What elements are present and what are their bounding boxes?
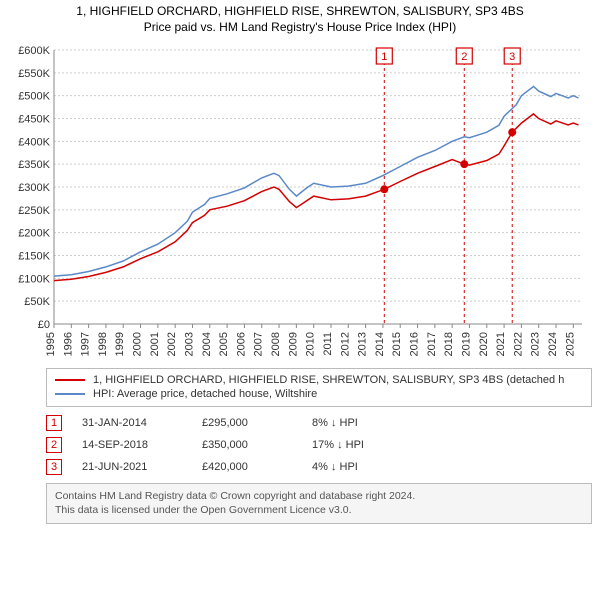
sale-row-number: 1	[46, 415, 62, 431]
x-axis-label: 1995	[45, 332, 57, 356]
sale-row-number: 3	[46, 459, 62, 475]
sale-diff: 4% ↓ HPI	[312, 461, 432, 473]
x-axis-label: 2008	[270, 332, 282, 356]
legend-swatch	[55, 379, 85, 381]
x-axis-label: 2006	[235, 332, 247, 356]
x-axis-label: 2003	[183, 332, 195, 356]
y-axis-label: £50K	[24, 296, 50, 308]
sale-date: 31-JAN-2014	[82, 417, 202, 429]
x-axis-label: 2021	[495, 332, 507, 356]
chart-area: £0 £50K £100K £150K £200K £250K £300K £350K £400…	[8, 42, 592, 362]
x-axis-label: 1997	[80, 332, 92, 356]
sales-table: 1 31-JAN-2014£295,0008% ↓ HPI 2 14-SEP-2018…	[46, 415, 592, 475]
sale-marker-number: 2	[461, 51, 467, 63]
x-axis-label: 2000	[132, 332, 144, 356]
y-axis-label: £450K	[18, 114, 50, 126]
legend: 1, HIGHFIELD ORCHARD, HIGHFIELD RISE, SH…	[46, 368, 592, 407]
sale-date: 14-SEP-2018	[82, 439, 202, 451]
x-axis-label: 2022	[512, 332, 524, 356]
y-axis-label: £200K	[18, 228, 50, 240]
y-axis-label: £500K	[18, 91, 50, 103]
price-chart: £0 £50K £100K £150K £200K £250K £300K £350K £400…	[8, 42, 592, 362]
y-axis-label: £150K	[18, 251, 50, 263]
x-axis-label: 2009	[287, 332, 299, 356]
footer-line2: This data is licensed under the Open Gov…	[55, 504, 583, 518]
sale-marker-number: 3	[509, 51, 515, 63]
sale-dot	[460, 160, 468, 168]
sale-price: £420,000	[202, 461, 312, 473]
x-axis-label: 2005	[218, 332, 230, 356]
y-axis-label: £600K	[18, 45, 50, 57]
sale-price: £295,000	[202, 417, 312, 429]
legend-item: HPI: Average price, detached house, Wilt…	[55, 388, 583, 400]
sale-row-number: 2	[46, 437, 62, 453]
x-axis-label: 2004	[201, 332, 213, 356]
y-axis-label: £550K	[18, 68, 50, 80]
legend-item: 1, HIGHFIELD ORCHARD, HIGHFIELD RISE, SH…	[55, 374, 583, 386]
sale-date: 21-JUN-2021	[82, 461, 202, 473]
sale-dot	[380, 185, 388, 193]
y-axis-label: £100K	[18, 273, 50, 285]
sale-diff: 17% ↓ HPI	[312, 439, 432, 451]
legend-swatch	[55, 393, 85, 395]
sale-row: 3 21-JUN-2021£420,0004% ↓ HPI	[46, 459, 592, 475]
legend-label: HPI: Average price, detached house, Wilt…	[93, 388, 317, 400]
x-axis-label: 2023	[530, 332, 542, 356]
x-axis-label: 2011	[322, 332, 334, 356]
sale-price: £350,000	[202, 439, 312, 451]
y-axis-label: £350K	[18, 159, 50, 171]
sale-marker-number: 1	[381, 51, 387, 63]
x-axis-label: 2007	[253, 332, 265, 356]
legend-label: 1, HIGHFIELD ORCHARD, HIGHFIELD RISE, SH…	[93, 374, 564, 386]
sale-row: 2 14-SEP-2018£350,00017% ↓ HPI	[46, 437, 592, 453]
x-axis-label: 2002	[166, 332, 178, 356]
x-axis-label: 2016	[409, 332, 421, 356]
x-axis-label: 2019	[460, 332, 472, 356]
x-axis-label: 2018	[443, 332, 455, 356]
x-axis-label: 2024	[547, 332, 559, 356]
sale-diff: 8% ↓ HPI	[312, 417, 432, 429]
x-axis-label: 2001	[149, 332, 161, 356]
hpi-line	[54, 87, 579, 277]
sale-dot	[508, 128, 516, 136]
x-axis-label: 1996	[62, 332, 74, 356]
y-axis-label: £300K	[18, 182, 50, 194]
x-axis-label: 2020	[478, 332, 490, 356]
x-axis-label: 1998	[97, 332, 109, 356]
x-axis-label: 2013	[357, 332, 369, 356]
x-axis-label: 2012	[339, 332, 351, 356]
chart-title-block: 1, HIGHFIELD ORCHARD, HIGHFIELD RISE, SH…	[0, 0, 600, 36]
y-axis-label: £400K	[18, 136, 50, 148]
footer-line1: Contains HM Land Registry data © Crown c…	[55, 490, 583, 504]
y-axis-label: £250K	[18, 205, 50, 217]
x-axis-label: 2014	[374, 332, 386, 356]
x-axis-label: 2017	[426, 332, 438, 356]
x-axis-label: 2015	[391, 332, 403, 356]
x-axis-label: 2025	[564, 332, 576, 356]
attribution-footer: Contains HM Land Registry data © Crown c…	[46, 483, 592, 524]
title-subtitle: Price paid vs. HM Land Registry's House …	[0, 20, 600, 34]
x-axis-label: 2010	[305, 332, 317, 356]
title-address: 1, HIGHFIELD ORCHARD, HIGHFIELD RISE, SH…	[0, 4, 600, 18]
sale-row: 1 31-JAN-2014£295,0008% ↓ HPI	[46, 415, 592, 431]
x-axis-label: 1999	[114, 332, 126, 356]
y-axis-label: £0	[38, 319, 50, 331]
